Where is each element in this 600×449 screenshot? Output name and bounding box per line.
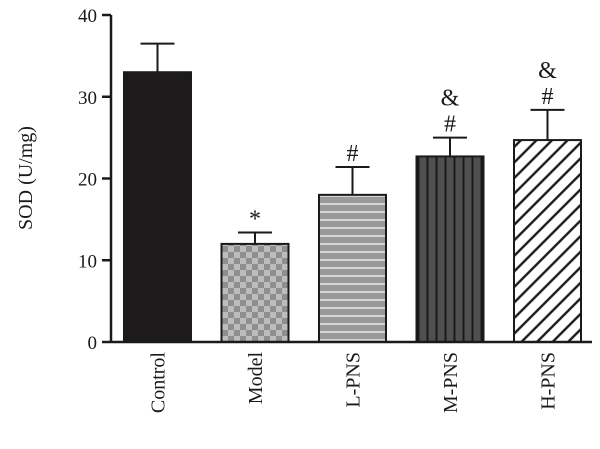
bar-h-pns [513, 139, 582, 343]
bars [123, 71, 582, 343]
bar-m-pns [415, 155, 485, 343]
error-bar-m-pns [433, 136, 467, 157]
error-bar-l-pns [335, 166, 370, 195]
significance-label: # [347, 141, 359, 167]
y-tick-label: 30 [78, 88, 97, 109]
significance-label: & [441, 86, 460, 112]
significance-labels: *##& #& [249, 58, 557, 233]
error-bar-h-pns [530, 108, 565, 141]
error-bar-model [238, 231, 272, 244]
significance-label: * [249, 206, 261, 232]
category-label: Model [245, 352, 267, 405]
significance-label: & [538, 58, 557, 84]
category-label: H-PNS [538, 352, 560, 410]
category-labels: Control Model L-PNS M-PNS H-PNS [148, 352, 560, 414]
category-label: M-PNS [440, 352, 462, 413]
significance-label: # [542, 84, 554, 110]
error-bars [140, 42, 565, 244]
y-tick-label: 0 [88, 333, 98, 354]
significance-label: # [444, 112, 456, 138]
error-bar-control [140, 42, 175, 73]
y-tick-label: 40 [78, 6, 97, 27]
bar-l-pns [318, 193, 387, 343]
y-tick-label: 10 [78, 251, 97, 272]
y-axis-ticks: 0 10 20 30 40 [78, 6, 111, 354]
bar-model [220, 242, 290, 343]
category-label: Control [148, 352, 170, 414]
bar-control [123, 71, 192, 343]
y-tick-label: 20 [78, 170, 97, 191]
y-axis-label: SOD (U/mg) [15, 126, 37, 230]
category-label: L-PNS [343, 352, 365, 408]
